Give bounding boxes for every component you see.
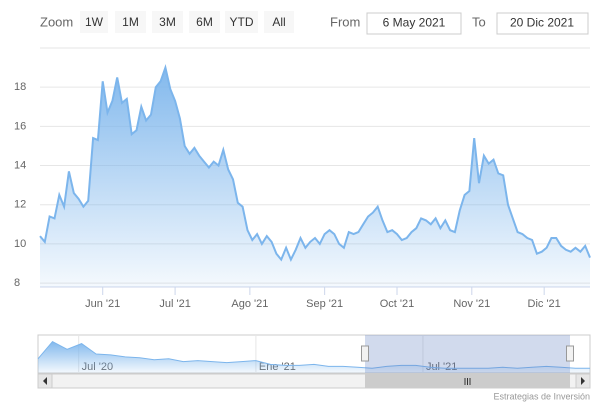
zoom-button-label: 1M bbox=[122, 15, 139, 29]
x-tick-label: Nov '21 bbox=[453, 298, 490, 310]
zoom-button[interactable] bbox=[115, 11, 146, 33]
zoom-button-label: 3M bbox=[159, 15, 176, 29]
to-label: To bbox=[472, 14, 486, 29]
zoom-button[interactable] bbox=[189, 11, 220, 33]
x-tick-label: Jul '21 bbox=[159, 298, 190, 310]
zoom-button[interactable] bbox=[225, 11, 258, 33]
arrow-right bbox=[581, 377, 585, 385]
navigator-handle[interactable] bbox=[566, 345, 574, 362]
zoom-button-label: 6M bbox=[196, 15, 213, 29]
zoom-button[interactable] bbox=[264, 11, 294, 33]
area-line bbox=[37, 340, 590, 369]
y-tick-label: 10 bbox=[14, 238, 26, 250]
zoom-button[interactable] bbox=[152, 11, 183, 33]
zoom-button-label: All bbox=[272, 15, 285, 29]
navigator-selection[interactable] bbox=[365, 335, 570, 373]
from-input[interactable] bbox=[366, 12, 462, 35]
to-input[interactable] bbox=[496, 12, 589, 35]
credits: Estrategias de Inversión bbox=[493, 391, 590, 401]
y-tick-label: 8 bbox=[14, 277, 20, 289]
y-tick-label: 14 bbox=[14, 159, 26, 171]
scrollbar-grip bbox=[464, 378, 471, 385]
area-line bbox=[39, 63, 591, 263]
y-tick-label: 12 bbox=[14, 199, 26, 211]
arrow-left bbox=[43, 377, 47, 385]
area-fill bbox=[38, 341, 590, 373]
x-tick-label: Oct '21 bbox=[380, 298, 415, 310]
from-date: 6 May 2021 bbox=[383, 16, 446, 30]
x-tick-label: Jun '21 bbox=[85, 298, 120, 310]
x-tick-label: Dic '21 bbox=[528, 298, 561, 310]
zoom-button-label: YTD bbox=[230, 15, 254, 29]
zoom-button-label: 1W bbox=[85, 15, 104, 29]
zoom-button[interactable] bbox=[80, 11, 108, 33]
x-tick-label: Ago '21 bbox=[231, 298, 268, 310]
from-label: From bbox=[330, 14, 360, 29]
y-tick-label: 18 bbox=[14, 81, 26, 93]
x-tick-label: Sep '21 bbox=[306, 298, 343, 310]
navigator-handle[interactable] bbox=[361, 345, 369, 362]
y-tick-label: 16 bbox=[14, 120, 26, 132]
zoom-label: Zoom bbox=[40, 14, 73, 29]
to-date: 20 Dic 2021 bbox=[510, 16, 574, 30]
